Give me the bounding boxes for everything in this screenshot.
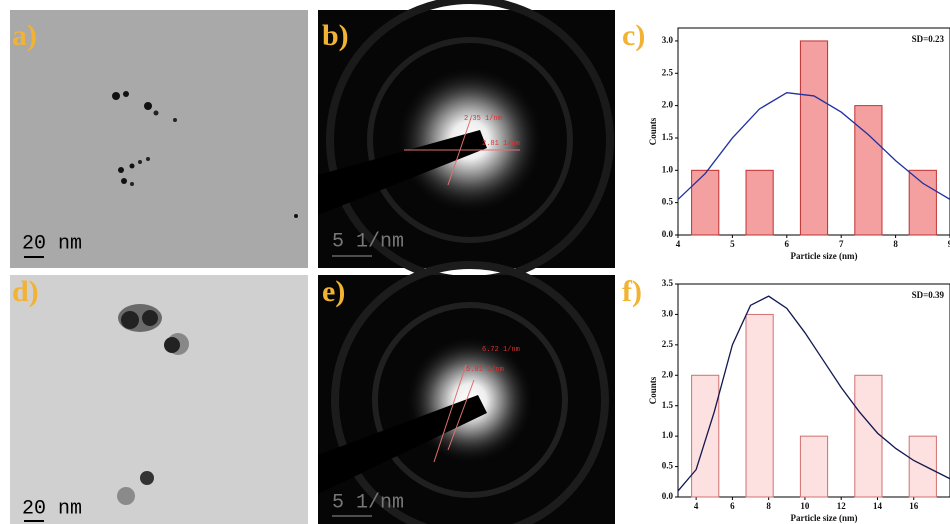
y-tick-label: 2.5 [662, 339, 674, 349]
y-axis-label: Counts [648, 376, 658, 404]
y-tick-label: 3.0 [662, 35, 674, 45]
x-tick-label: 7 [839, 239, 844, 249]
histogram-bar [855, 106, 882, 235]
histogram-bar [909, 170, 936, 235]
x-tick-label: 12 [837, 501, 847, 511]
figure: a) b) c) d) e) f) 20 nm 5 1/nm 20 nm 5 1/nm 2.35 1… [0, 0, 950, 524]
histogram-bar [692, 375, 719, 497]
diffraction-e [318, 265, 615, 524]
scale-bar-label: 20 nm [22, 497, 82, 520]
x-tick-label: 10 [800, 501, 810, 511]
x-tick-label: 6 [785, 239, 790, 249]
panel-label: b) [322, 19, 349, 52]
panel-label: c) [622, 19, 645, 52]
y-tick-label: 0.0 [662, 491, 674, 501]
y-tick-label: 0.5 [662, 461, 674, 471]
chart-title: SD=0.23 [912, 34, 945, 44]
y-tick-label: 0.5 [662, 197, 674, 207]
y-tick-label: 2.0 [662, 369, 674, 379]
x-tick-label: 6 [730, 501, 735, 511]
y-tick-label: 0.0 [662, 229, 674, 239]
panel-label: d) [12, 275, 39, 308]
y-tick-label: 1.0 [662, 164, 674, 174]
x-tick-label: 14 [873, 501, 883, 511]
histogram-bar [692, 170, 719, 235]
tem-image-d [10, 275, 308, 524]
x-tick-label: 16 [909, 501, 919, 511]
x-tick-label: 5 [730, 239, 735, 249]
panel-label: a) [12, 19, 37, 52]
y-axis-label: Counts [648, 117, 658, 145]
scale-bar-label: 5 1/nm [332, 230, 404, 253]
y-tick-label: 3.0 [662, 308, 674, 318]
chart-title: SD=0.39 [912, 290, 945, 300]
histogram-bar [800, 436, 827, 497]
d-spacing-label: 2.35 1/nm [464, 115, 502, 123]
histogram-bar [800, 41, 827, 235]
y-tick-label: 3.5 [662, 278, 674, 288]
x-axis-label: Particle size (nm) [791, 251, 858, 261]
d-spacing-label: 6.72 1/nm [482, 346, 520, 354]
histogram-bar [746, 314, 773, 497]
panel-label: e) [322, 275, 345, 308]
histogram-bar [909, 436, 936, 497]
histogram-bar [855, 375, 882, 497]
d-spacing-label: 5.81 1/nm [466, 366, 504, 374]
y-tick-label: 1.5 [662, 132, 674, 142]
x-tick-label: 8 [893, 239, 898, 249]
d-spacing-label: 2.81 1/nm [482, 140, 520, 148]
histogram-bar [746, 170, 773, 235]
x-tick-label: 4 [676, 239, 681, 249]
x-axis-label: Particle size (nm) [791, 513, 858, 523]
y-tick-label: 1.5 [662, 400, 674, 410]
x-tick-label: 8 [766, 501, 771, 511]
y-tick-label: 2.0 [662, 100, 674, 110]
figure-canvas: a) b) c) d) e) f) 20 nm 5 1/nm 20 nm 5 1/nm 2.35 1… [0, 0, 950, 524]
tem-image-a [10, 10, 308, 268]
y-tick-label: 1.0 [662, 430, 674, 440]
x-tick-label: 4 [694, 501, 699, 511]
scale-bar-label: 20 nm [22, 232, 82, 255]
scale-bar-label: 5 1/nm [332, 491, 404, 514]
y-tick-label: 2.5 [662, 67, 674, 77]
panel-label: f) [622, 275, 642, 308]
